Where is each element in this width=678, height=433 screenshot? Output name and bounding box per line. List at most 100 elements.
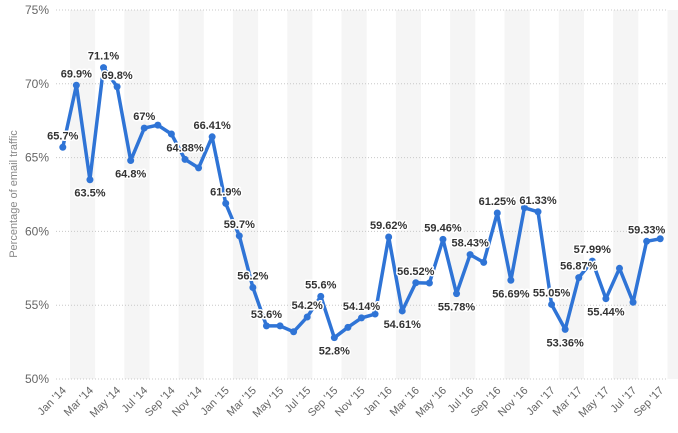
data-point bbox=[317, 292, 325, 300]
data-point bbox=[127, 157, 135, 165]
data-label: 59.46% bbox=[424, 222, 462, 234]
data-labels: 65.7% 69.9% 63.5% 71.1% 69.8% 64.8% 67% 64.88% 6… bbox=[46, 49, 667, 359]
data-label: 64.8% bbox=[115, 169, 146, 181]
data-label: 69.9% bbox=[61, 68, 92, 80]
data-point bbox=[154, 121, 162, 129]
data-label: 55.05% bbox=[533, 287, 571, 299]
data-point bbox=[262, 322, 270, 330]
data-point bbox=[59, 143, 67, 151]
data-point bbox=[222, 199, 230, 207]
data-point bbox=[520, 204, 528, 212]
background-band bbox=[124, 10, 150, 379]
data-point bbox=[113, 83, 121, 91]
data-point bbox=[575, 274, 583, 282]
data-point bbox=[344, 323, 352, 331]
data-label: 61.25% bbox=[479, 196, 517, 208]
data-label: 57.99% bbox=[574, 244, 612, 256]
data-label: 64.88% bbox=[166, 142, 204, 154]
data-label: 61.9% bbox=[210, 186, 241, 198]
data-label: 61.33% bbox=[519, 195, 557, 207]
data-point bbox=[167, 130, 175, 138]
background-band bbox=[504, 10, 530, 379]
x-tick-label: Nov '14 bbox=[170, 385, 205, 420]
data-label: 67% bbox=[133, 111, 155, 123]
data-label: 55.78% bbox=[438, 302, 476, 314]
data-point bbox=[358, 314, 365, 322]
y-tick-label: 60% bbox=[25, 224, 49, 238]
data-point bbox=[303, 313, 311, 321]
y-axis-ticks: 50% 55% 60% 65% 70% 75% bbox=[25, 3, 49, 386]
data-point bbox=[140, 124, 148, 132]
data-point bbox=[656, 235, 664, 243]
data-point bbox=[208, 133, 216, 141]
y-tick-label: 50% bbox=[25, 372, 49, 386]
data-point bbox=[507, 276, 515, 284]
data-point bbox=[493, 209, 501, 217]
data-point bbox=[371, 310, 379, 318]
data-point bbox=[385, 233, 393, 241]
data-label: 59.33% bbox=[628, 224, 666, 236]
data-label: 58.43% bbox=[451, 238, 489, 250]
data-point bbox=[643, 237, 651, 245]
data-point bbox=[425, 279, 433, 287]
data-point bbox=[548, 300, 556, 308]
data-point bbox=[439, 235, 447, 243]
data-point bbox=[330, 334, 338, 342]
background-band bbox=[667, 10, 678, 379]
data-label: 54.61% bbox=[384, 319, 422, 331]
data-point bbox=[602, 295, 610, 303]
x-tick-label: Sep '17 bbox=[632, 385, 667, 420]
data-points bbox=[59, 64, 664, 342]
data-label: 56.87% bbox=[560, 261, 598, 273]
data-label: 59.62% bbox=[370, 220, 408, 232]
data-label: 65.7% bbox=[47, 130, 78, 142]
data-label: 52.8% bbox=[319, 346, 350, 358]
data-label: 71.1% bbox=[88, 51, 119, 63]
data-point bbox=[466, 251, 474, 259]
data-point bbox=[398, 307, 406, 315]
data-label: 54.14% bbox=[343, 301, 381, 313]
data-label: 59.7% bbox=[224, 219, 255, 231]
data-point bbox=[235, 232, 243, 240]
x-tick-label: Nov '16 bbox=[496, 385, 531, 420]
data-point bbox=[453, 290, 461, 298]
data-label: 54.2% bbox=[292, 300, 323, 312]
data-label: 56.52% bbox=[397, 266, 435, 278]
data-point bbox=[195, 164, 203, 172]
data-label: 56.2% bbox=[237, 270, 268, 282]
data-label: 66.41% bbox=[193, 120, 231, 132]
x-tick-label: May '17 bbox=[577, 385, 612, 420]
data-point bbox=[615, 264, 623, 272]
data-point bbox=[249, 283, 257, 291]
data-point bbox=[561, 325, 569, 333]
data-point bbox=[412, 279, 420, 287]
background-band bbox=[178, 10, 204, 379]
y-tick-label: 65% bbox=[25, 151, 49, 165]
y-axis-label: Percentage of email traffic bbox=[8, 130, 20, 258]
data-point bbox=[100, 64, 108, 72]
data-label: 69.8% bbox=[101, 70, 132, 82]
data-point bbox=[181, 155, 189, 163]
data-label: 55.44% bbox=[587, 307, 625, 319]
background-band bbox=[613, 10, 639, 379]
data-point bbox=[72, 81, 80, 89]
data-label: 53.6% bbox=[251, 309, 282, 321]
data-label: 63.5% bbox=[74, 188, 105, 200]
data-label: 55.6% bbox=[305, 279, 336, 291]
data-point bbox=[534, 208, 542, 216]
data-point bbox=[276, 322, 284, 330]
y-tick-label: 75% bbox=[25, 3, 49, 17]
data-point bbox=[588, 257, 596, 265]
background-band bbox=[395, 10, 422, 379]
x-tick-label: May '14 bbox=[88, 385, 123, 420]
data-label: 53.36% bbox=[547, 337, 585, 349]
background-band bbox=[450, 10, 476, 379]
background-band bbox=[70, 10, 96, 379]
data-point bbox=[480, 258, 488, 266]
y-tick-label: 55% bbox=[25, 298, 49, 312]
x-tick-label: May '16 bbox=[414, 385, 449, 420]
x-tick-label: May '15 bbox=[251, 385, 286, 420]
data-point bbox=[290, 328, 298, 336]
